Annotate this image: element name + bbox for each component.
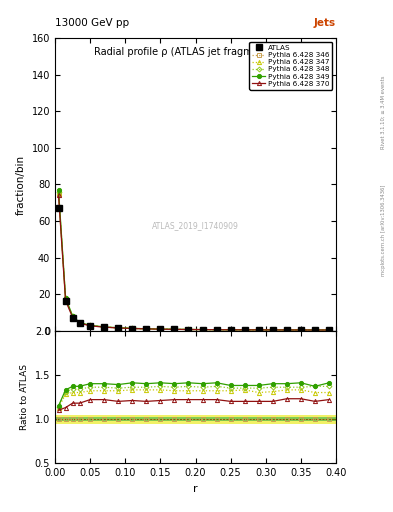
Text: 13000 GeV pp: 13000 GeV pp (55, 18, 129, 28)
Y-axis label: fraction/bin: fraction/bin (16, 155, 26, 215)
Text: ATLAS_2019_I1740909: ATLAS_2019_I1740909 (152, 221, 239, 230)
X-axis label: r: r (193, 484, 198, 494)
Bar (55, 417, 336, 421)
Text: Rivet 3.1.10; ≥ 3.4M events: Rivet 3.1.10; ≥ 3.4M events (381, 76, 386, 150)
Y-axis label: Ratio to ATLAS: Ratio to ATLAS (20, 364, 29, 430)
Text: Radial profile ρ (ATLAS jet fragmentation): Radial profile ρ (ATLAS jet fragmentatio… (94, 47, 297, 57)
Text: mcplots.cern.ch [arXiv:1306.3436]: mcplots.cern.ch [arXiv:1306.3436] (381, 185, 386, 276)
Bar (55, 415, 336, 423)
Text: Jets: Jets (314, 18, 336, 28)
Legend: ATLAS, Pythia 6.428 346, Pythia 6.428 347, Pythia 6.428 348, Pythia 6.428 349, P: ATLAS, Pythia 6.428 346, Pythia 6.428 34… (249, 42, 332, 90)
